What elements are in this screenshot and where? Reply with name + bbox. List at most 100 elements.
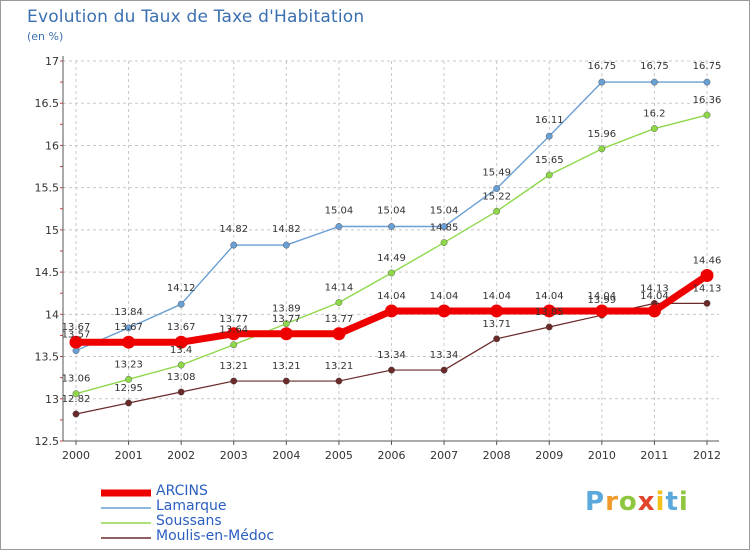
data-label: 12.95 <box>114 383 143 394</box>
data-point <box>72 390 80 398</box>
data-label: 16.11 <box>535 115 564 126</box>
data-point <box>332 327 346 341</box>
x-tick-label: 2012 <box>693 449 721 462</box>
data-label: 13.64 <box>219 325 248 336</box>
data-point <box>177 361 185 369</box>
chart-title: Evolution du Taux de Taxe d'Habitation <box>27 7 365 27</box>
y-tick-label: 13 <box>45 393 59 406</box>
data-point <box>493 207 501 215</box>
data-label: 13.85 <box>535 307 564 318</box>
data-point <box>440 366 448 374</box>
y-tick-label: 12.5 <box>35 435 60 448</box>
data-label: 16.75 <box>640 61 669 72</box>
data-point <box>440 239 448 246</box>
y-tick-label: 15 <box>45 224 59 237</box>
data-label: 14.46 <box>693 255 722 266</box>
y-tick-label: 14.5 <box>35 266 60 279</box>
legend-label: Lamarque <box>156 498 227 514</box>
data-point <box>651 125 658 132</box>
data-label: 13.34 <box>430 350 459 361</box>
data-point <box>647 304 661 318</box>
x-tick-label: 2005 <box>325 449 353 462</box>
data-label: 14.04 <box>535 291 564 302</box>
data-label: 13.67 <box>114 322 143 333</box>
data-label: 13.67 <box>167 322 196 333</box>
data-label: 16.2 <box>643 109 665 120</box>
data-point <box>388 223 395 230</box>
logo-letter: i <box>678 487 689 517</box>
data-point <box>335 377 343 385</box>
x-tick-label: 2002 <box>167 449 195 462</box>
x-tick-label: 2009 <box>535 449 563 462</box>
x-tick-label: 2001 <box>115 449 143 462</box>
data-label: 15.65 <box>535 155 564 166</box>
data-point <box>177 300 185 308</box>
data-point <box>177 388 185 396</box>
data-label: 14.14 <box>325 283 354 294</box>
logo-letter: P <box>585 487 606 517</box>
data-point <box>545 171 553 179</box>
data-label: 16.75 <box>693 61 722 72</box>
data-point <box>282 377 290 385</box>
data-label: 13.89 <box>272 304 301 315</box>
data-label: 15.04 <box>325 206 354 217</box>
data-point <box>335 299 343 306</box>
x-tick-label: 2003 <box>220 449 248 462</box>
data-point <box>388 269 395 277</box>
data-label: 13.77 <box>325 314 354 325</box>
y-tick-label: 13.5 <box>35 351 60 364</box>
x-tick-label: 2004 <box>272 449 300 462</box>
data-label: 14.82 <box>219 224 248 235</box>
data-point <box>335 223 343 230</box>
data-point <box>493 185 501 192</box>
data-label: 14.49 <box>377 253 406 264</box>
data-point <box>440 223 448 230</box>
data-label: 13.21 <box>272 361 301 372</box>
data-label: 14.04 <box>482 291 511 302</box>
data-point <box>437 304 451 318</box>
data-label: 15.49 <box>482 168 511 179</box>
logo-letter: x <box>637 487 656 517</box>
data-point <box>388 366 395 374</box>
data-point <box>545 132 553 140</box>
x-tick-label: 2011 <box>640 449 668 462</box>
y-tick-label: 14 <box>45 308 59 321</box>
data-label: 14.85 <box>430 223 459 234</box>
logo-letter: o <box>618 487 638 517</box>
data-label: 13.57 <box>62 330 91 341</box>
data-point <box>542 304 556 318</box>
data-point <box>700 268 714 282</box>
data-label: 16.75 <box>588 61 617 72</box>
data-point <box>598 145 606 153</box>
data-label: 14.13 <box>693 283 722 294</box>
data-point <box>493 335 501 343</box>
data-point <box>69 335 83 349</box>
y-tick-label: 17 <box>45 55 59 68</box>
data-point <box>598 78 606 86</box>
y-tick-label: 15.5 <box>35 182 60 195</box>
data-label: 15.04 <box>430 206 459 217</box>
data-point <box>545 323 553 331</box>
data-point <box>125 399 132 407</box>
data-label: 13.77 <box>219 314 248 325</box>
x-tick-label: 2010 <box>588 449 616 462</box>
legend-label: ARCINS <box>156 483 208 499</box>
data-label: 13.08 <box>167 372 196 383</box>
x-tick-label: 2006 <box>378 449 406 462</box>
data-label: 14.82 <box>272 224 301 235</box>
data-label: 13.06 <box>62 374 91 385</box>
data-point <box>385 304 398 318</box>
data-point <box>595 304 609 318</box>
logo-letter: t <box>665 487 679 517</box>
data-point <box>174 335 188 349</box>
data-point <box>125 324 132 332</box>
data-label: 14.04 <box>377 291 406 302</box>
x-tick-label: 2000 <box>62 449 90 462</box>
data-label: 13.4 <box>170 345 192 356</box>
y-tick-label: 16 <box>45 139 59 152</box>
data-point <box>230 241 238 249</box>
data-point <box>490 304 504 318</box>
data-label: 14.04 <box>640 291 669 302</box>
